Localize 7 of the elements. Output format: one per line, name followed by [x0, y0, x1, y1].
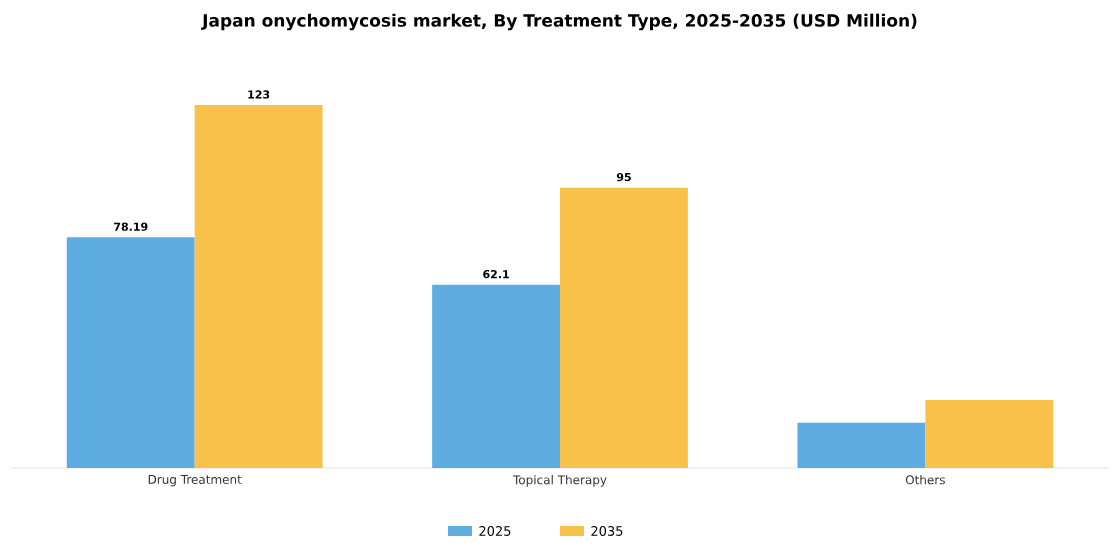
bar — [925, 400, 1054, 468]
bar — [560, 187, 688, 468]
bar — [432, 284, 560, 468]
chart-title: Japan onychomycosis market, By Treatment Type, 2025-2035 (USD Million) — [201, 13, 917, 31]
bar — [194, 105, 323, 468]
bar — [797, 422, 926, 468]
bar — [66, 237, 195, 468]
